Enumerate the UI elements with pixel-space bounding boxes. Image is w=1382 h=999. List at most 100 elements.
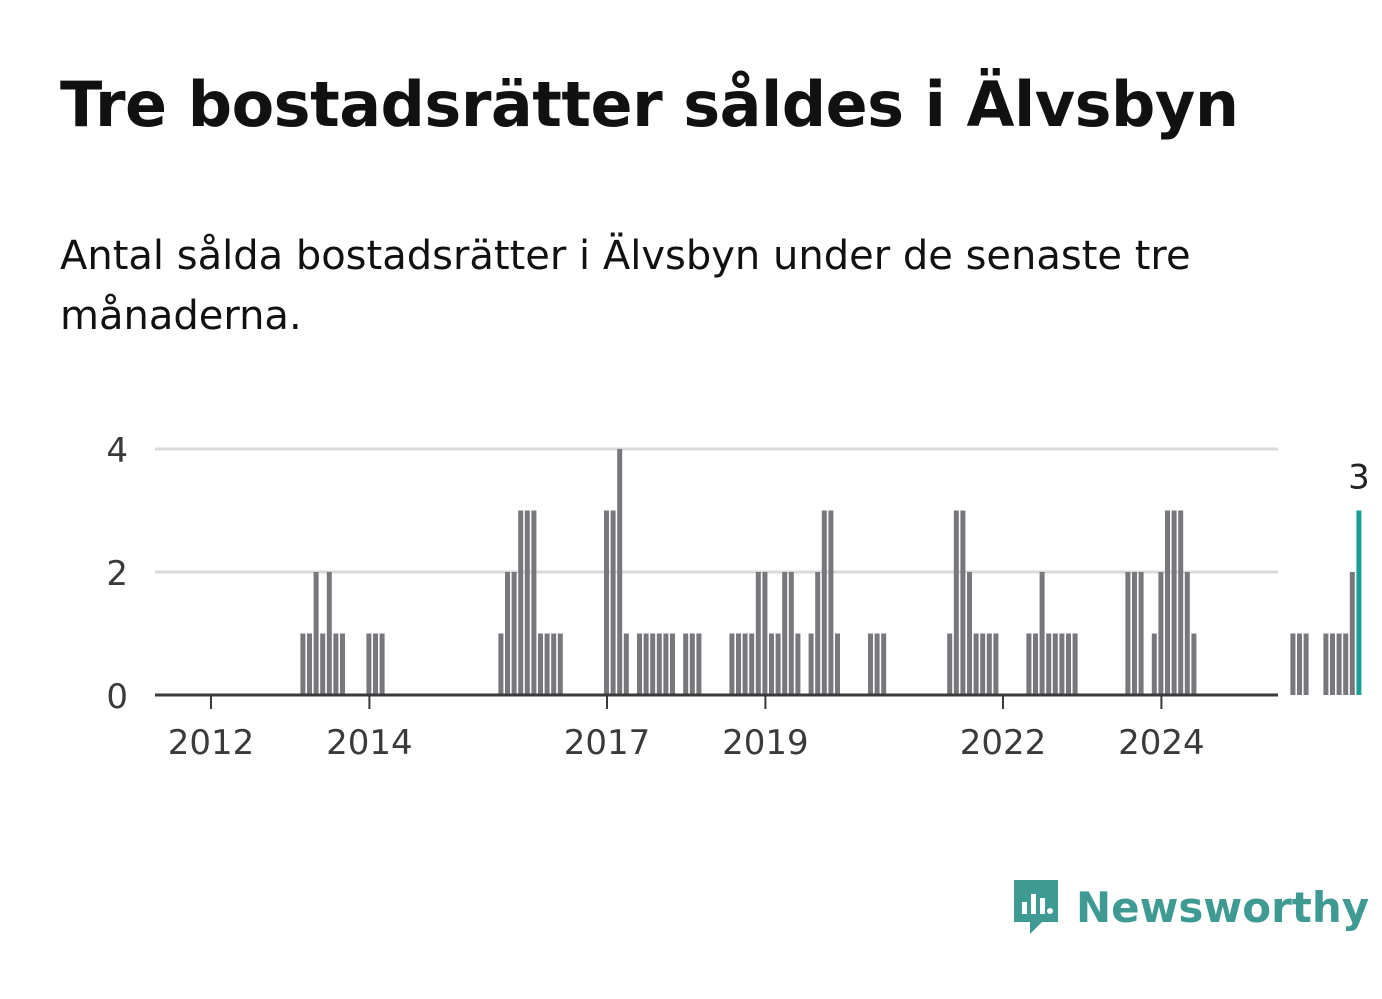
bar — [742, 633, 748, 695]
brand-name: Newsworthy — [1076, 882, 1370, 932]
bar — [637, 633, 642, 695]
bar — [524, 510, 530, 695]
bar — [696, 633, 702, 695]
bar — [1349, 572, 1355, 695]
gridlines — [155, 447, 1278, 574]
bar — [1059, 633, 1065, 695]
bar — [1066, 633, 1071, 695]
bar — [973, 633, 979, 695]
bar — [1026, 633, 1032, 695]
x-tick-label: 2019 — [722, 723, 809, 763]
bar — [755, 572, 761, 695]
bar — [821, 510, 827, 695]
bar — [320, 633, 326, 695]
bar — [498, 633, 504, 695]
y-tick-label: 4 — [106, 431, 128, 471]
chart-title: Tre bostadsrätter såldes i Älvsbyn — [60, 68, 1239, 141]
bar — [518, 510, 524, 695]
bar — [663, 633, 669, 695]
bar — [379, 633, 385, 695]
bar — [557, 633, 563, 695]
bar — [769, 633, 774, 695]
bar — [313, 572, 319, 695]
bar — [1171, 510, 1177, 695]
bar — [531, 510, 537, 695]
bar — [980, 633, 986, 695]
bar — [795, 633, 801, 695]
bar — [544, 633, 550, 695]
bar — [551, 633, 557, 695]
bar — [947, 633, 953, 695]
bar — [1303, 633, 1309, 695]
bar — [881, 633, 887, 695]
bar — [538, 633, 543, 695]
bar — [967, 572, 972, 695]
bar — [326, 572, 332, 695]
bar — [1132, 572, 1137, 695]
bar — [670, 633, 675, 695]
bar — [689, 633, 695, 695]
bar — [815, 572, 821, 695]
bar — [1178, 510, 1184, 695]
bar — [868, 633, 873, 695]
bar — [1033, 633, 1038, 695]
bar — [650, 633, 656, 695]
bar — [762, 572, 768, 695]
bar — [1052, 633, 1058, 695]
bar — [623, 633, 629, 695]
bar — [782, 572, 788, 695]
bar — [986, 633, 992, 695]
bar — [993, 633, 999, 695]
bar — [610, 510, 616, 695]
bar — [1290, 633, 1296, 695]
bars — [300, 449, 1362, 695]
bar — [656, 633, 662, 695]
bar — [1158, 572, 1164, 695]
bar — [788, 572, 794, 695]
bar — [749, 633, 755, 695]
bar — [1125, 572, 1131, 695]
newsworthy-chart-bubble-icon — [1014, 880, 1058, 934]
bar — [808, 633, 814, 695]
x-tick-label: 2012 — [168, 723, 255, 763]
bar — [1336, 633, 1342, 695]
bar — [953, 510, 959, 695]
bar — [1330, 633, 1335, 695]
bar — [874, 633, 880, 695]
bar — [1297, 633, 1302, 695]
bar — [1138, 572, 1144, 695]
bar — [736, 633, 741, 695]
bar — [960, 510, 966, 695]
chart-subtitle: Antal sålda bostadsrätter i Älvsbyn unde… — [60, 233, 1191, 339]
bar — [511, 572, 517, 695]
highlight-value-label: 3 — [1348, 458, 1370, 498]
x-tick-label: 2014 — [326, 723, 413, 763]
x-tick-label: 2017 — [564, 723, 651, 763]
bar — [643, 633, 649, 695]
bar — [1323, 633, 1329, 695]
bar — [828, 510, 834, 695]
x-axis-ticks: 2012 2014 2017 2019 2022 2024 — [168, 695, 1205, 763]
x-tick-label: 2024 — [1118, 723, 1205, 763]
bar — [1343, 633, 1349, 695]
newsworthy-logo: Newsworthy — [1010, 876, 1369, 938]
y-axis-labels: 0 2 4 — [106, 431, 128, 717]
bar — [1151, 633, 1157, 695]
bar — [300, 633, 306, 695]
bar — [617, 449, 623, 695]
highlight-bar — [1356, 510, 1362, 695]
bar — [307, 633, 312, 695]
bar — [373, 633, 378, 695]
bar — [1165, 510, 1170, 695]
bar — [366, 633, 372, 695]
bar — [1039, 572, 1045, 695]
y-tick-label: 2 — [106, 554, 128, 594]
bar — [729, 633, 735, 695]
bar — [505, 572, 510, 695]
bar — [683, 633, 689, 695]
x-tick-label: 2022 — [960, 723, 1047, 763]
bar — [1046, 633, 1052, 695]
bar — [775, 633, 781, 695]
bar — [340, 633, 345, 695]
